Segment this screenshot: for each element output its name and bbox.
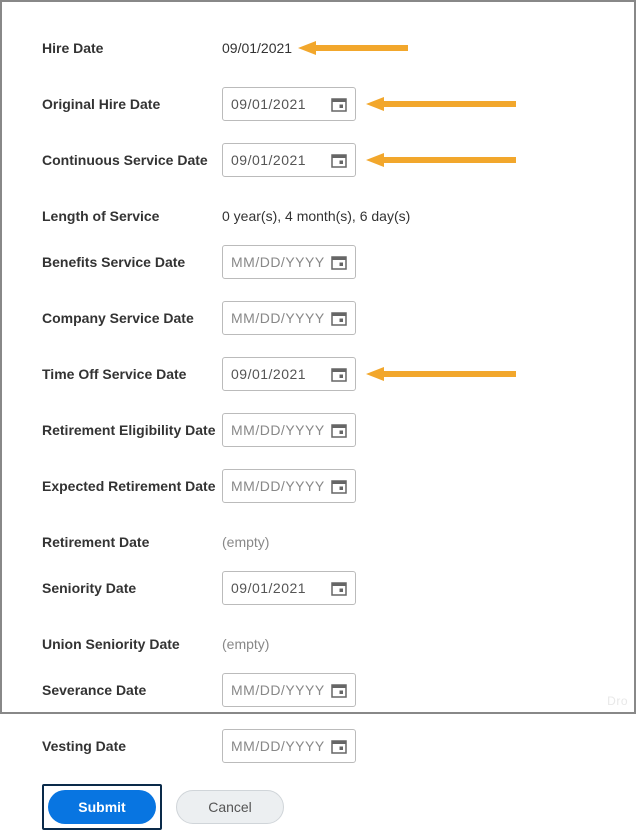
input-value: 09/01/2021 <box>231 96 331 112</box>
calendar-icon[interactable] <box>331 580 347 596</box>
label-hire-date: Hire Date <box>42 40 222 56</box>
label-seniority-date: Seniority Date <box>42 580 222 596</box>
input-placeholder: MM/DD/YYYY <box>231 310 331 326</box>
calendar-icon[interactable] <box>331 738 347 754</box>
highlight-arrow-icon <box>366 96 516 112</box>
row-company-service-date: Company Service Date MM/DD/YYYY <box>42 300 602 336</box>
label-company-service-date: Company Service Date <box>42 310 222 326</box>
row-time-off-service-date: Time Off Service Date 09/01/2021 <box>42 356 602 392</box>
row-severance-date: Severance Date MM/DD/YYYY <box>42 672 602 708</box>
label-retirement-eligibility-date: Retirement Eligibility Date <box>42 422 222 438</box>
calendar-icon[interactable] <box>331 152 347 168</box>
row-benefits-service-date: Benefits Service Date MM/DD/YYYY <box>42 244 602 280</box>
calendar-icon[interactable] <box>331 310 347 326</box>
row-vesting-date: Vesting Date MM/DD/YYYY <box>42 728 602 764</box>
row-length-of-service: Length of Service 0 year(s), 4 month(s),… <box>42 198 602 234</box>
submit-button[interactable]: Submit <box>48 790 156 824</box>
label-expected-retirement-date: Expected Retirement Date <box>42 478 222 494</box>
highlight-arrow-icon <box>366 152 516 168</box>
label-union-seniority-date: Union Seniority Date <box>42 636 222 652</box>
input-vesting-date[interactable]: MM/DD/YYYY <box>222 729 356 763</box>
label-length-of-service: Length of Service <box>42 208 222 224</box>
row-retirement-date: Retirement Date (empty) <box>42 524 602 560</box>
row-continuous-service-date: Continuous Service Date 09/01/2021 <box>42 142 602 178</box>
input-value: 09/01/2021 <box>231 366 331 382</box>
input-value: 09/01/2021 <box>231 580 331 596</box>
input-time-off-service-date[interactable]: 09/01/2021 <box>222 357 356 391</box>
input-value: 09/01/2021 <box>231 152 331 168</box>
label-vesting-date: Vesting Date <box>42 738 222 754</box>
input-continuous-service-date[interactable]: 09/01/2021 <box>222 143 356 177</box>
row-seniority-date: Seniority Date 09/01/2021 <box>42 570 602 606</box>
value-hire-date: 09/01/2021 <box>222 40 292 56</box>
label-severance-date: Severance Date <box>42 682 222 698</box>
label-time-off-service-date: Time Off Service Date <box>42 366 222 382</box>
label-retirement-date: Retirement Date <box>42 534 222 550</box>
row-retirement-eligibility-date: Retirement Eligibility Date MM/DD/YYYY <box>42 412 602 448</box>
calendar-icon[interactable] <box>331 96 347 112</box>
label-benefits-service-date: Benefits Service Date <box>42 254 222 270</box>
calendar-icon[interactable] <box>331 366 347 382</box>
row-hire-date: Hire Date 09/01/2021 <box>42 30 602 66</box>
input-severance-date[interactable]: MM/DD/YYYY <box>222 673 356 707</box>
input-seniority-date[interactable]: 09/01/2021 <box>222 571 356 605</box>
input-retirement-eligibility-date[interactable]: MM/DD/YYYY <box>222 413 356 447</box>
calendar-icon[interactable] <box>331 254 347 270</box>
input-placeholder: MM/DD/YYYY <box>231 478 331 494</box>
row-union-seniority-date: Union Seniority Date (empty) <box>42 626 602 662</box>
highlight-arrow-icon <box>366 366 516 382</box>
cancel-button[interactable]: Cancel <box>176 790 284 824</box>
input-placeholder: MM/DD/YYYY <box>231 422 331 438</box>
highlight-arrow-icon <box>298 40 408 56</box>
value-union-seniority-date-empty: (empty) <box>222 636 269 652</box>
value-length-of-service: 0 year(s), 4 month(s), 6 day(s) <box>222 208 410 224</box>
input-placeholder: MM/DD/YYYY <box>231 682 331 698</box>
submit-highlight-box: Submit <box>42 784 162 830</box>
service-dates-form: Hire Date 09/01/2021 Original Hire Date … <box>0 0 636 714</box>
input-placeholder: MM/DD/YYYY <box>231 254 331 270</box>
form-footer: Submit Cancel <box>42 784 602 830</box>
calendar-icon[interactable] <box>331 478 347 494</box>
label-original-hire-date: Original Hire Date <box>42 96 222 112</box>
watermark: Dro <box>607 694 628 708</box>
calendar-icon[interactable] <box>331 422 347 438</box>
input-expected-retirement-date[interactable]: MM/DD/YYYY <box>222 469 356 503</box>
row-original-hire-date: Original Hire Date 09/01/2021 <box>42 86 602 122</box>
input-benefits-service-date[interactable]: MM/DD/YYYY <box>222 245 356 279</box>
label-continuous-service-date: Continuous Service Date <box>42 152 222 168</box>
value-retirement-date-empty: (empty) <box>222 534 269 550</box>
input-company-service-date[interactable]: MM/DD/YYYY <box>222 301 356 335</box>
input-original-hire-date[interactable]: 09/01/2021 <box>222 87 356 121</box>
row-expected-retirement-date: Expected Retirement Date MM/DD/YYYY <box>42 468 602 504</box>
input-placeholder: MM/DD/YYYY <box>231 738 331 754</box>
calendar-icon[interactable] <box>331 682 347 698</box>
